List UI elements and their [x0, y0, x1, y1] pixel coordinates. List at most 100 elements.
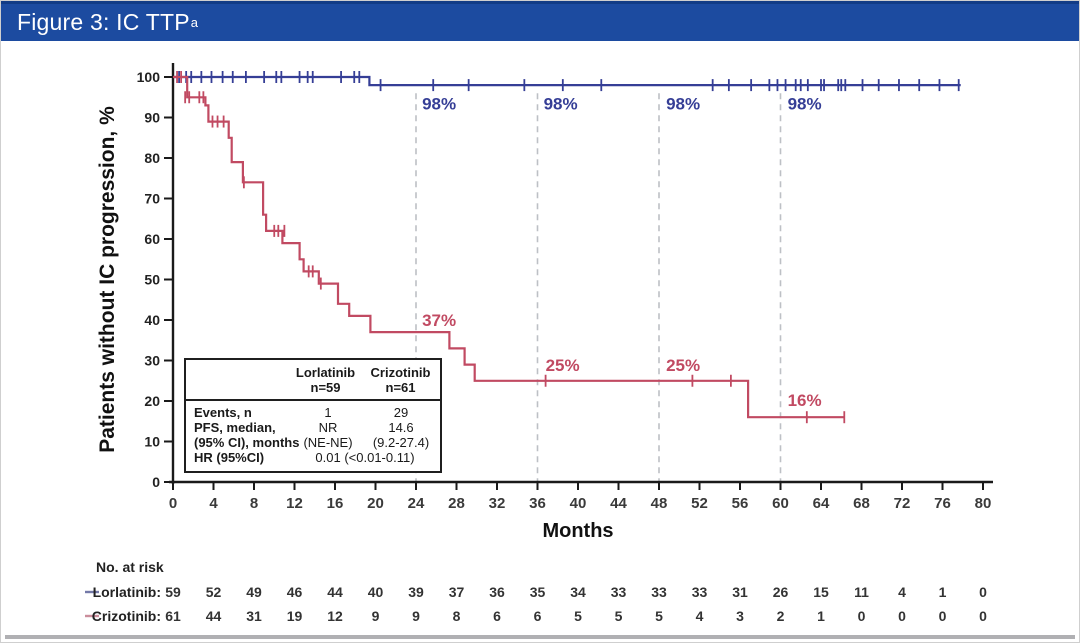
lorlatinib-percent-annotation: 98%: [788, 94, 822, 113]
at-risk-value: 61: [165, 608, 181, 624]
figure-title-footnote-marker: a: [190, 15, 199, 30]
x-tick-label: 60: [772, 495, 789, 512]
inset-row-ci-lorlatinib: (NE-NE): [303, 435, 353, 450]
lorlatinib-percent-annotation: 98%: [422, 94, 456, 113]
figure-title-bar: Figure 3: IC TTP a: [1, 1, 1079, 41]
inset-col-crizotinib-name: Crizotinib: [370, 365, 431, 380]
x-tick-label: 28: [448, 495, 465, 512]
y-tick-label: 10: [144, 434, 160, 450]
inset-col-lorlatinib-name: Lorlatinib: [295, 365, 356, 380]
x-tick-label: 8: [250, 495, 258, 512]
at-risk-row-label: Lorlatinib:: [93, 584, 161, 600]
inset-header-crizotinib: Crizotinib n=61: [363, 365, 438, 395]
at-risk-value: 4: [898, 584, 906, 600]
at-risk-value: 39: [408, 584, 424, 600]
y-tick-label: 60: [144, 231, 160, 247]
x-tick-label: 24: [408, 495, 425, 512]
inset-row-events: Events, n 1 29: [188, 405, 438, 420]
at-risk-value: 5: [574, 608, 582, 624]
y-tick-label: 90: [144, 110, 160, 126]
y-tick-label: 0: [152, 474, 160, 490]
inset-row-hr-label: HR (95%CI): [194, 450, 265, 465]
at-risk-value: 49: [246, 584, 262, 600]
at-risk-value: 33: [651, 584, 667, 600]
at-risk-row-label: Crizotinib:: [92, 608, 161, 624]
x-tick-label: 32: [489, 495, 506, 512]
inset-header-empty: [188, 365, 288, 395]
lorlatinib-curve: [173, 75, 961, 87]
at-risk-value: 1: [939, 584, 947, 600]
x-tick-label: 80: [975, 495, 992, 512]
at-risk-value: 40: [368, 584, 384, 600]
inset-row-pfs-lorlatinib: NR: [318, 420, 338, 435]
x-tick-label: 64: [813, 495, 830, 512]
y-tick-label: 50: [144, 272, 160, 288]
x-tick-label: 76: [934, 495, 951, 512]
inset-header-lorlatinib: Lorlatinib n=59: [288, 365, 363, 395]
y-tick-label: 100: [137, 69, 161, 85]
inset-col-lorlatinib-n: n=59: [310, 380, 341, 395]
at-risk-value: 1: [817, 608, 825, 624]
inset-row-pfs-ci: (95% CI), months (NE-NE) (9.2-27.4): [188, 435, 438, 450]
at-risk-value: 52: [206, 584, 222, 600]
at-risk-value: 0: [939, 608, 947, 624]
at-risk-value: 0: [898, 608, 906, 624]
at-risk-value: 44: [206, 608, 222, 624]
figure-title: Figure 3: IC TTP: [17, 9, 190, 35]
at-risk-value: 2: [777, 608, 785, 624]
crizotinib-percent-annotation: 25%: [546, 356, 580, 375]
y-tick-label: 80: [144, 150, 160, 166]
y-tick-label: 30: [144, 353, 160, 369]
at-risk-value: 6: [534, 608, 542, 624]
x-tick-label: 68: [853, 495, 870, 512]
x-tick-label: 4: [209, 495, 218, 512]
inset-stats-table: Lorlatinib n=59 Crizotinib n=61 Events, …: [184, 358, 442, 473]
y-tick-label: 20: [144, 393, 160, 409]
at-risk-value: 5: [655, 608, 663, 624]
at-risk-value: 34: [570, 584, 586, 600]
at-risk-value: 0: [858, 608, 866, 624]
at-risk-value: 33: [611, 584, 627, 600]
at-risk-title: No. at risk: [96, 559, 164, 575]
at-risk-value: 11: [854, 584, 869, 600]
y-axis-label: Patients without IC progression, %: [96, 106, 119, 453]
inset-col-crizotinib-n: n=61: [385, 380, 416, 395]
at-risk-value: 31: [732, 584, 748, 600]
inset-row-events-label: Events, n: [194, 405, 252, 420]
axes: [169, 63, 993, 484]
at-risk-value: 3: [736, 608, 744, 624]
at-risk-value: 59: [165, 584, 181, 600]
at-risk-value: 36: [489, 584, 505, 600]
inset-row-pfs-median: PFS, median, NR 14.6: [188, 420, 438, 435]
crizotinib-percent-annotation: 37%: [422, 311, 456, 330]
inset-row-ci-label: (95% CI), months: [194, 435, 300, 450]
inset-table-header: Lorlatinib n=59 Crizotinib n=61: [186, 360, 440, 401]
at-risk-value: 9: [372, 608, 380, 624]
x-tick-label: 72: [894, 495, 911, 512]
inset-row-ci-crizotinib: (9.2-27.4): [372, 435, 430, 450]
x-tick-label: 16: [327, 495, 344, 512]
at-risk-value: 35: [530, 584, 546, 600]
at-risk-value: 12: [327, 608, 343, 624]
at-risk-value: 31: [246, 608, 262, 624]
inset-row-events-crizotinib: 29: [393, 405, 409, 420]
inset-row-pfs-crizotinib: 14.6: [388, 420, 414, 435]
lorlatinib-percent-annotation: 98%: [666, 94, 700, 113]
at-risk-value: 9: [412, 608, 420, 624]
inset-row-hr-value: 0.01 (<0.01-0.11): [315, 450, 415, 465]
at-risk-value: 0: [979, 584, 987, 600]
at-risk-value: 46: [287, 584, 303, 600]
x-axis-label: Months: [542, 520, 613, 542]
crizotinib-percent-annotation: 16%: [788, 391, 822, 410]
x-tick-label: 0: [169, 495, 177, 512]
lorlatinib-percent-annotation: 98%: [544, 94, 578, 113]
x-tick-label: 40: [570, 495, 587, 512]
x-tick-label: 44: [610, 495, 627, 512]
inset-row-pfs-label: PFS, median,: [194, 420, 276, 435]
y-tick-label: 40: [144, 312, 160, 328]
at-risk-value: 0: [979, 608, 987, 624]
x-tick-label: 56: [732, 495, 749, 512]
at-risk-value: 5: [615, 608, 623, 624]
